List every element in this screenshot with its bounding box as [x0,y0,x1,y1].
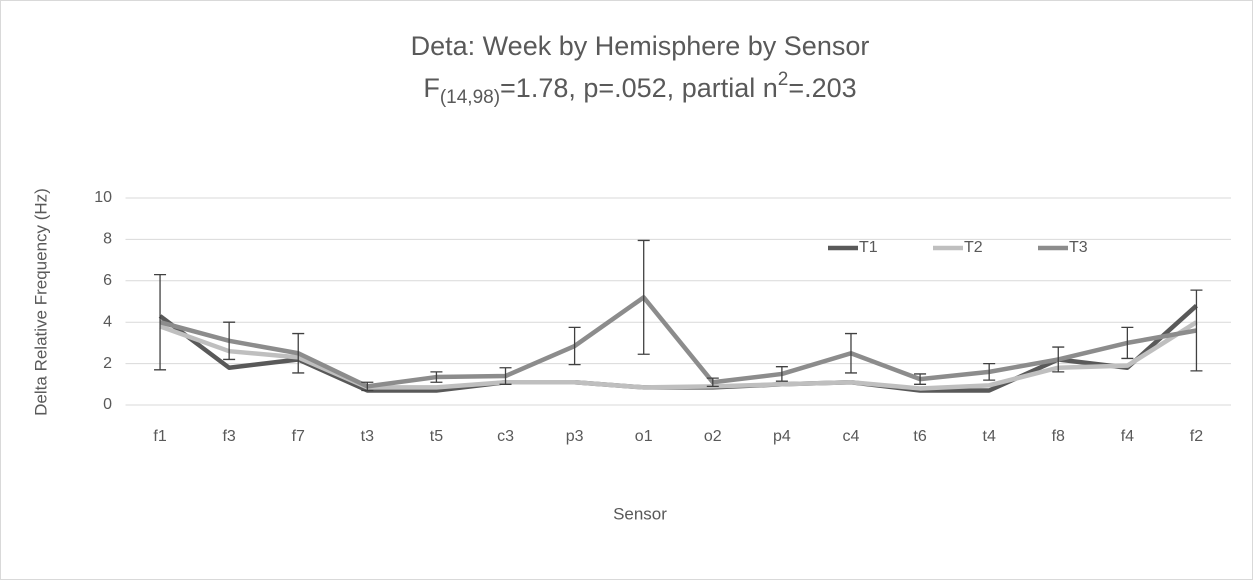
y-tick-label: 0 [103,396,112,413]
subtitle-part: 2 [778,69,789,90]
chart-title: Deta: Week by Hemisphere by Sensor [411,31,870,61]
error-bar [154,273,167,371]
error-bar [430,371,443,383]
series-line [159,320,1198,391]
legend-label: T3 [1069,239,1088,256]
x-tick-label: f4 [1121,428,1134,445]
x-tick-label: f7 [292,428,305,445]
x-tick-label: f2 [1190,428,1203,445]
error-bar [775,366,788,382]
x-tick-label: t4 [983,428,996,445]
error-bar [292,332,305,374]
x-tick-label: t6 [913,428,926,445]
error-bar [361,381,374,392]
error-bar [223,321,236,361]
series-line [159,295,1197,389]
error-bar [1121,326,1134,360]
x-axis-title: Sensor [613,504,667,523]
error-bar [844,332,857,374]
y-tick-label: 2 [103,355,112,372]
legend-label: T2 [964,239,983,256]
x-tick-label: p3 [566,428,584,445]
error-bar [637,239,650,355]
y-tick-label: 10 [94,189,112,206]
error-bar [706,377,719,388]
error-bar [1052,346,1065,373]
chart-subtitle: F(14,98)=1.78, p=.052, partial n2=.203 [423,69,856,108]
y-tick-label: 8 [103,231,112,248]
subtitle-part: =.203 [788,73,856,103]
x-tick-label: f3 [222,428,235,445]
x-tick-label: o1 [635,428,653,445]
x-tick-label: c3 [497,428,514,445]
error-bar [1190,289,1203,372]
x-tick-label: f8 [1052,428,1065,445]
error-bar [499,367,512,385]
x-tick-label: c4 [843,428,860,445]
error-bar [983,362,996,381]
subtitle-part: F [423,73,440,103]
x-tick-label: t3 [361,428,374,445]
y-tick-label: 6 [103,272,112,289]
y-tick-label: 4 [103,313,112,330]
x-tick-label: t5 [430,428,443,445]
legend-label: T1 [859,239,878,256]
x-tick-label: o2 [704,428,722,445]
subtitle-part: =1.78, p=.052, partial n [500,73,778,103]
error-bar [568,326,581,366]
x-tick-label: p4 [773,428,791,445]
y-axis-title: Delta Relative Frequency (Hz) [31,188,50,416]
error-bar [914,373,927,385]
x-tick-label: f1 [153,428,166,445]
subtitle-part: (14,98) [440,87,500,108]
